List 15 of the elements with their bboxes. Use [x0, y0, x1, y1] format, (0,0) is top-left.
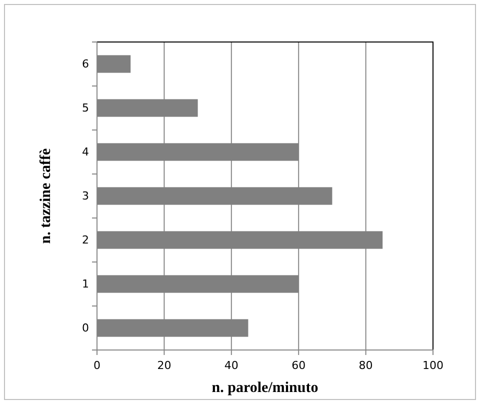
- y-tick-label: 0: [82, 322, 89, 335]
- x-tick-label: 20: [157, 358, 172, 372]
- x-tick-label: 80: [358, 358, 373, 372]
- y-tick-label: 4: [82, 146, 89, 159]
- x-tick-label: 60: [292, 358, 306, 372]
- y-axis-title: n. tazzine caffè: [38, 148, 54, 244]
- x-tick-label: 40: [224, 358, 238, 372]
- x-tick-label: 100: [422, 358, 444, 372]
- y-tick-label: 3: [82, 190, 89, 203]
- x-axis-title: n. parole/minuto: [212, 380, 318, 396]
- x-tick-label: 0: [94, 358, 100, 372]
- y-tick-label: 1: [82, 278, 89, 291]
- y-tick-label: 5: [82, 102, 89, 115]
- y-tick-label: 2: [82, 234, 89, 247]
- y-tick-label: 6: [82, 58, 89, 71]
